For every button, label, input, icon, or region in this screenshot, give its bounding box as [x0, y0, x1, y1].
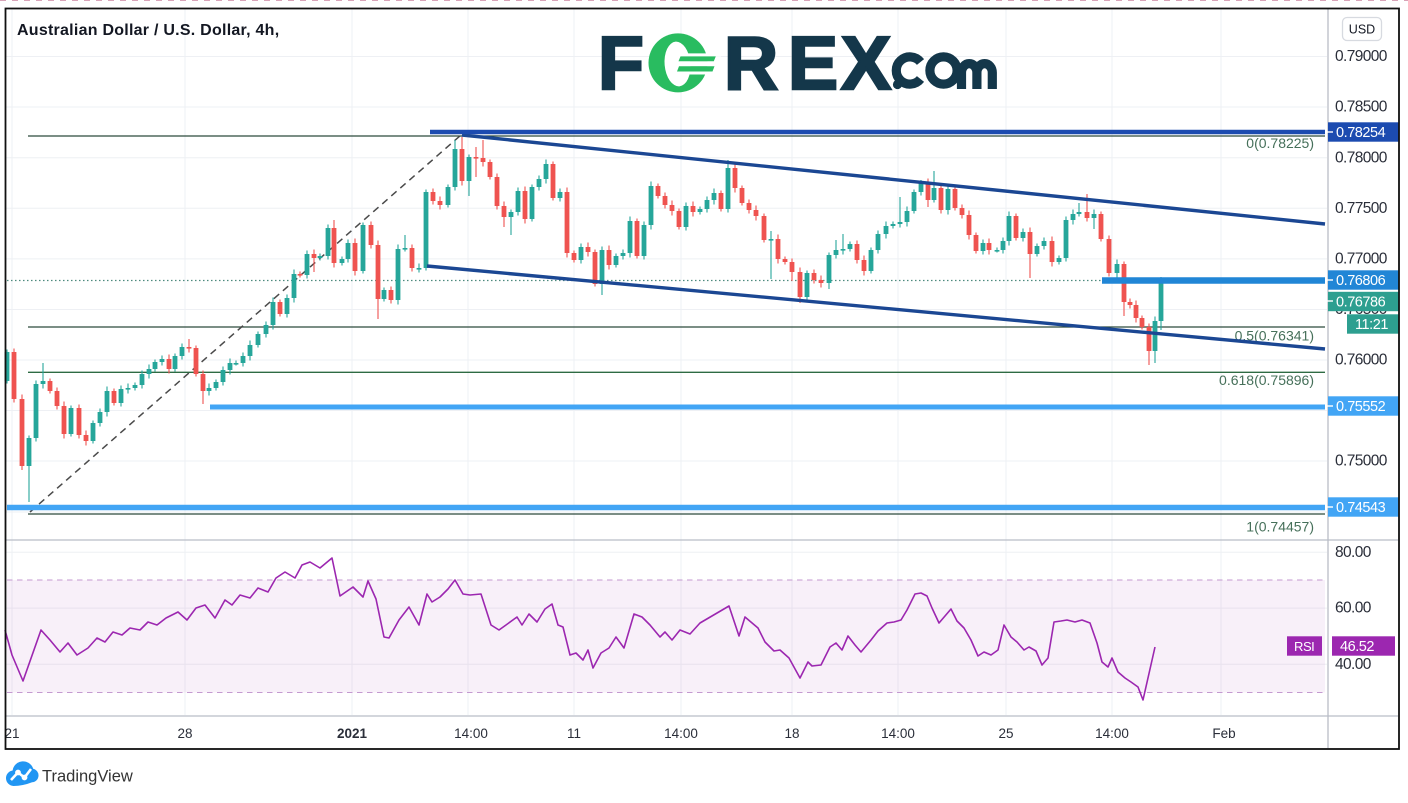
svg-text:0.77500: 0.77500	[1335, 200, 1388, 217]
svg-text:40.00: 40.00	[1335, 656, 1372, 673]
svg-text:2021: 2021	[337, 726, 368, 741]
svg-text:0.78254: 0.78254	[1336, 125, 1386, 141]
svg-text:0.74543: 0.74543	[1336, 500, 1386, 516]
svg-text:0.5(0.76341): 0.5(0.76341)	[1235, 328, 1314, 344]
svg-text:14:00: 14:00	[881, 726, 915, 741]
svg-text:0.77000: 0.77000	[1335, 251, 1388, 268]
svg-text:11: 11	[567, 726, 581, 741]
svg-text:Australian Dollar / U.S. Dolla: Australian Dollar / U.S. Dollar, 4h,	[17, 22, 279, 39]
svg-text:Feb: Feb	[1212, 726, 1235, 741]
svg-text:14:00: 14:00	[664, 726, 698, 741]
svg-text:14:00: 14:00	[1095, 726, 1129, 741]
svg-text:60.00: 60.00	[1335, 600, 1372, 617]
svg-text:21: 21	[4, 726, 19, 741]
svg-text:R: R	[724, 21, 778, 105]
svg-text:0.618(0.75896): 0.618(0.75896)	[1219, 372, 1314, 388]
svg-text:TradingView: TradingView	[42, 768, 133, 786]
svg-text:14:00: 14:00	[454, 726, 488, 741]
svg-text:80.00: 80.00	[1335, 544, 1372, 561]
svg-text:1(0.74457): 1(0.74457)	[1246, 519, 1314, 535]
svg-text:0.78500: 0.78500	[1335, 99, 1388, 116]
svg-text:18: 18	[784, 726, 799, 741]
svg-text:0.78000: 0.78000	[1335, 149, 1388, 166]
svg-text:11:21: 11:21	[1355, 317, 1388, 333]
svg-text:25: 25	[998, 726, 1013, 741]
svg-text:0.76806: 0.76806	[1336, 273, 1386, 289]
svg-text:0.75552: 0.75552	[1336, 399, 1386, 415]
svg-text:X: X	[841, 21, 891, 105]
svg-text:0.75000: 0.75000	[1335, 453, 1388, 470]
svg-text:0(0.78225): 0(0.78225)	[1246, 135, 1314, 151]
svg-text:0.79000: 0.79000	[1335, 48, 1388, 65]
svg-text:0.76786: 0.76786	[1336, 294, 1386, 310]
svg-text:USD: USD	[1349, 23, 1375, 37]
svg-text:RSI: RSI	[1294, 639, 1314, 654]
svg-text:0.76000: 0.76000	[1335, 352, 1388, 369]
svg-text:46.52: 46.52	[1340, 639, 1374, 655]
svg-text:28: 28	[177, 726, 192, 741]
svg-text:F: F	[598, 21, 644, 105]
svg-text:E: E	[788, 21, 838, 105]
